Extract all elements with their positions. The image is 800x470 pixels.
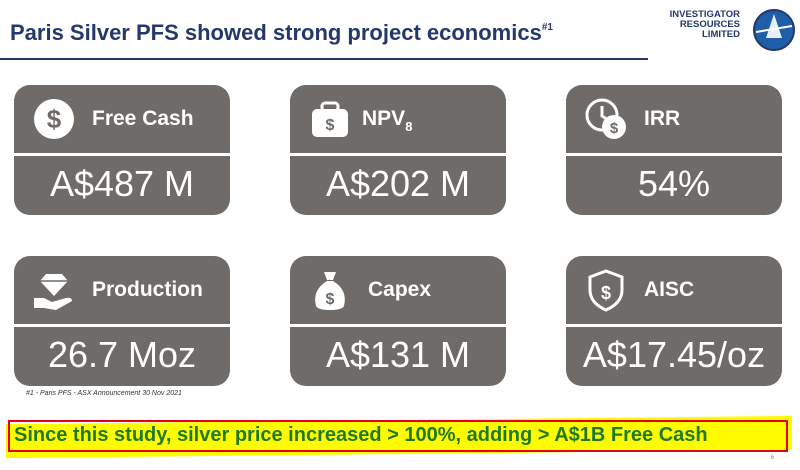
card-divider (290, 324, 506, 327)
card-header: $ Capex (290, 256, 506, 324)
card-value: A$17.45/oz (582, 334, 766, 375)
hand-diamond-icon (34, 274, 72, 310)
title-footnote-ref: #1 (541, 22, 553, 33)
card-value: A$202 M (325, 163, 471, 204)
card-header: Production (14, 256, 230, 324)
money-bag-icon: $ (315, 272, 345, 310)
company-logo: INVESTIGATOR RESOURCES LIMITED (658, 8, 798, 54)
metric-card-production: Production 26.7 Moz (14, 256, 230, 386)
card-divider (566, 153, 782, 156)
card-value: 54% (637, 163, 711, 204)
card-label: Production (92, 278, 203, 301)
svg-text:$: $ (47, 104, 62, 134)
metric-card-capex: $ Capex A$131 M (290, 256, 506, 386)
briefcase-dollar-icon: $ (312, 101, 348, 137)
clock-dollar-icon: $ (585, 98, 626, 139)
card-header: $ Free Cash (14, 85, 230, 153)
card-header: $ NPV8 (290, 85, 506, 153)
card-header: $ IRR (566, 85, 782, 153)
svg-text:$: $ (610, 120, 619, 137)
card-label: AISC (644, 278, 695, 301)
card-value: A$487 M (49, 163, 195, 204)
card-divider (290, 153, 506, 156)
card-label: IRR (644, 107, 681, 130)
callout-box (8, 420, 788, 452)
card-divider (566, 324, 782, 327)
callout-text: Since this study, silver price increased… (14, 424, 708, 446)
dollar-circle-icon: $ (34, 99, 74, 139)
card-value: A$131 M (325, 334, 471, 375)
metric-card-npv: $ NPV8 A$202 M (290, 85, 506, 215)
shield-dollar-icon: $ (588, 269, 624, 312)
metric-card-free-cash: $ Free Cash A$487 M (14, 85, 230, 215)
slide-title: Paris Silver PFS showed strong project e… (10, 20, 553, 45)
card-label: NPV8 (362, 107, 413, 134)
logo-text: INVESTIGATOR RESOURCES LIMITED (669, 9, 740, 40)
card-header: $ AISC (566, 256, 782, 324)
card-value: 26.7 Moz (47, 334, 197, 375)
card-divider (14, 324, 230, 327)
svg-text:$: $ (326, 291, 335, 308)
metric-card-irr: $ IRR 54% (566, 85, 782, 215)
title-underline (0, 58, 648, 60)
logo-globe-icon (753, 9, 795, 51)
svg-text:$: $ (326, 117, 335, 134)
page-number: 6 (770, 455, 774, 461)
card-divider (14, 153, 230, 156)
metric-card-aisc: $ AISC A$17.45/oz (566, 256, 782, 386)
svg-text:$: $ (601, 283, 611, 303)
card-label: Capex (368, 278, 432, 301)
footnote: #1 - Paris PFS - ASX Announcement 30 Nov… (26, 390, 182, 397)
card-label: Free Cash (92, 107, 194, 130)
